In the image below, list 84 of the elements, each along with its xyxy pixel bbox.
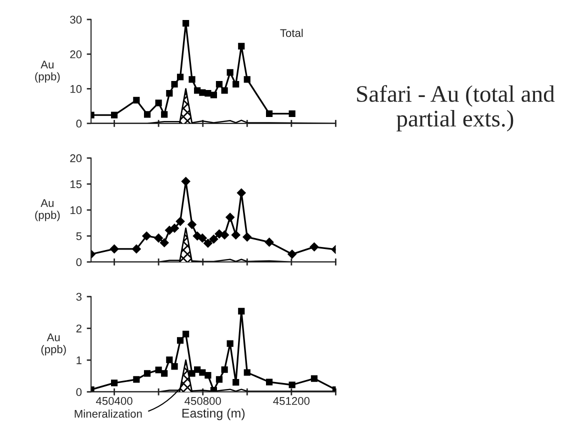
- point: [221, 366, 228, 373]
- y-tick-label: 1: [76, 356, 82, 364]
- point: [198, 234, 207, 243]
- point: [188, 76, 196, 83]
- point: [166, 90, 173, 97]
- point: [166, 356, 173, 364]
- point: [199, 369, 206, 376]
- y-tick-label: 5: [76, 232, 82, 240]
- point: [144, 370, 151, 377]
- point: [310, 242, 319, 252]
- y-tick-label: 10: [70, 85, 82, 93]
- x-tick-label: 450400: [96, 397, 132, 405]
- y-tick-label: 3: [76, 292, 82, 301]
- y-tick-label: 0: [76, 120, 82, 128]
- point: [161, 370, 168, 377]
- point: [181, 176, 190, 186]
- text: Safari - Au (total and partial exts.): [357, 85, 555, 132]
- point: [176, 216, 185, 226]
- point: [310, 375, 318, 382]
- x-tick-label: 451200: [273, 397, 310, 405]
- point: [221, 87, 228, 94]
- y-axis-title: Au (ppb): [35, 60, 60, 83]
- point: [226, 340, 234, 347]
- y-tick-label: 30: [70, 16, 82, 24]
- point: [209, 234, 218, 244]
- point: [288, 250, 297, 259]
- point: [132, 244, 141, 254]
- point: [182, 20, 190, 27]
- point: [154, 234, 164, 243]
- annotation: Total: [280, 28, 303, 38]
- point: [171, 363, 178, 370]
- y-tick-label: 0: [76, 388, 82, 396]
- x-tick-label: 450800: [184, 397, 221, 405]
- point: [204, 238, 212, 248]
- point: [170, 224, 179, 233]
- point: [244, 369, 250, 376]
- point: [110, 244, 119, 254]
- y-tick-label: 0: [76, 258, 82, 266]
- y-axis-title: Au (ppb): [35, 199, 60, 222]
- point: [160, 238, 169, 248]
- point: [133, 376, 140, 383]
- x-axis-title: Easting (m): [182, 408, 245, 420]
- point: [194, 87, 201, 94]
- point: [264, 238, 274, 247]
- y-axis-title: Au (ppb): [41, 333, 66, 356]
- point: [161, 111, 168, 118]
- point: [220, 230, 230, 240]
- point: [155, 366, 162, 374]
- point: [266, 378, 273, 386]
- point: [288, 110, 296, 118]
- point: [232, 379, 240, 386]
- point: [216, 376, 223, 383]
- point: [204, 372, 212, 379]
- point: [188, 220, 196, 230]
- point: [238, 308, 245, 315]
- y-tick-label: 20: [70, 154, 82, 162]
- point: [236, 188, 246, 198]
- point: [226, 212, 235, 222]
- point: [231, 230, 240, 240]
- annotation: Mineralization: [74, 410, 142, 418]
- point: [210, 92, 218, 98]
- y-tick-label: 20: [70, 50, 82, 58]
- point: [155, 100, 162, 106]
- point: [244, 76, 250, 83]
- point: [110, 112, 118, 118]
- y-tick-label: 10: [70, 206, 82, 214]
- point: [232, 80, 240, 88]
- point: [171, 80, 178, 88]
- point: [144, 111, 151, 118]
- point: [176, 337, 184, 344]
- y-tick-label: 2: [76, 324, 82, 332]
- point: [176, 74, 184, 80]
- y-tick-label: 15: [70, 180, 82, 188]
- point: [204, 90, 212, 97]
- point: [226, 69, 234, 76]
- point: [288, 382, 296, 388]
- point: [242, 232, 252, 242]
- point: [266, 110, 273, 118]
- point: [133, 96, 140, 104]
- point: [110, 380, 118, 386]
- point: [182, 330, 190, 338]
- point: [238, 42, 245, 50]
- point: [142, 232, 152, 240]
- point: [216, 80, 223, 88]
